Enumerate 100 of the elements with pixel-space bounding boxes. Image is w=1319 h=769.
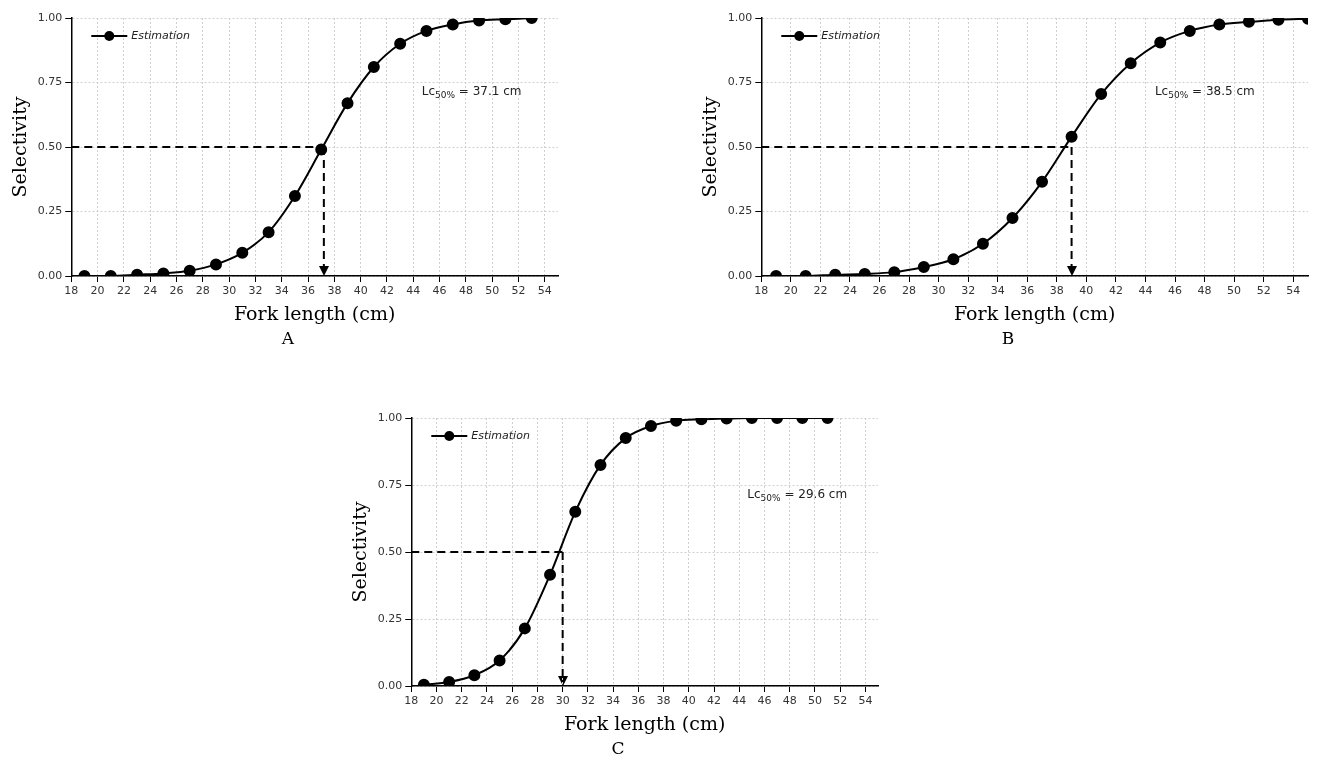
y-tick-label: 0.50 (37, 139, 63, 153)
x-tick-label: 28 (902, 284, 917, 298)
y-tick-label: 1.00 (37, 10, 63, 24)
point (644, 420, 657, 433)
point (446, 18, 459, 31)
point (518, 622, 531, 635)
point (420, 24, 433, 37)
point (443, 675, 456, 686)
x-tick-label: 50 (1227, 284, 1242, 298)
y-tick-label: 0.25 (377, 611, 403, 625)
x-tick-label: 32 (580, 694, 595, 708)
x-tick-label: 24 (842, 284, 857, 298)
point (1036, 175, 1049, 188)
x-tick-label: 46 (432, 284, 447, 298)
x-tick-label: 24 (143, 284, 158, 298)
legend-label: Estimation (131, 28, 190, 42)
y-tick-label: 0.75 (727, 75, 753, 89)
y-axis-title: Selectivity (348, 501, 371, 603)
point (367, 61, 380, 74)
point (569, 505, 582, 518)
x-tick-label: 34 (606, 694, 621, 708)
x-axis-title: Fork length (cm) (953, 301, 1116, 324)
x-tick-label: 30 (931, 284, 946, 298)
point (1213, 18, 1226, 31)
x-tick-label: 44 (1138, 284, 1153, 298)
point (209, 258, 222, 271)
x-tick-label: 42 (707, 694, 722, 708)
x-tick-label: 52 (1256, 284, 1271, 298)
x-axis-title: Fork length (cm) (233, 301, 396, 324)
point (262, 226, 275, 239)
x-tick-label: 38 (327, 284, 342, 298)
text: A (280, 328, 296, 348)
text: B (1000, 328, 1016, 348)
point (183, 264, 196, 276)
point (394, 37, 407, 50)
x-tick-label: 22 (813, 284, 828, 298)
point (1095, 88, 1108, 101)
x-axis-title: Fork length (cm) (563, 711, 726, 734)
x-tick-label: 24 (479, 694, 494, 708)
y-tick-label: 0.50 (727, 139, 753, 153)
x-tick-label: 36 (301, 284, 316, 298)
x-tick-label: 22 (116, 284, 131, 298)
x-tick-label: 50 (485, 284, 500, 298)
x-tick-label: 28 (530, 694, 545, 708)
point (1183, 24, 1196, 37)
y-tick-label: 0.25 (37, 204, 63, 218)
point (493, 654, 506, 667)
point (888, 266, 901, 276)
y-tick-label: 0.00 (37, 268, 63, 282)
x-tick-label: 26 (169, 284, 184, 298)
point (236, 246, 249, 259)
x-tick-label: 48 (458, 284, 473, 298)
x-tick-label: 32 (248, 284, 263, 298)
y-tick-label: 0.25 (727, 204, 753, 218)
x-tick-label: 52 (833, 694, 848, 708)
x-tick-label: 44 (732, 694, 747, 708)
x-tick-label: 50 (807, 694, 822, 708)
x-tick-label: 46 (757, 694, 772, 708)
x-tick-label: 20 (783, 284, 798, 298)
x-tick-label: 30 (222, 284, 237, 298)
x-tick-label: 20 (90, 284, 105, 298)
y-tick-label: 0.00 (727, 268, 753, 282)
point (1006, 211, 1019, 224)
x-tick-label: 40 (681, 694, 696, 708)
text: C (610, 738, 626, 758)
y-tick-label: 1.00 (727, 10, 753, 24)
y-tick-label: 1.00 (377, 410, 403, 424)
x-tick-label: 54 (858, 694, 873, 708)
x-tick-label: 30 (555, 694, 570, 708)
x-tick-label: 20 (429, 694, 444, 708)
y-tick-label: 0.00 (377, 678, 403, 692)
point (619, 432, 632, 445)
x-tick-label: 44 (406, 284, 421, 298)
x-tick-label: 42 (1108, 284, 1123, 298)
x-tick-label: 22 (454, 694, 469, 708)
x-tick-label: 46 (1168, 284, 1183, 298)
x-tick-label: 18 (754, 284, 769, 298)
x-tick-label: 18 (64, 284, 79, 298)
x-tick-label: 18 (404, 694, 419, 708)
point (917, 260, 930, 273)
y-tick-label: 0.50 (377, 544, 403, 558)
point (341, 97, 354, 110)
y-tick-label: 0.75 (377, 477, 403, 491)
x-tick-label: 28 (195, 284, 210, 298)
x-tick-label: 54 (1286, 284, 1301, 298)
x-tick-label: 26 (505, 694, 520, 708)
x-tick-label: 36 (631, 694, 646, 708)
x-tick-label: 26 (872, 284, 887, 298)
point (1242, 18, 1255, 28)
legend-label: Estimation (471, 428, 530, 442)
x-tick-label: 38 (1049, 284, 1064, 298)
x-tick-label: 36 (1020, 284, 1035, 298)
x-tick-label: 32 (961, 284, 976, 298)
point (976, 237, 989, 250)
x-tick-label: 38 (656, 694, 671, 708)
point (1065, 130, 1078, 143)
point (1154, 36, 1167, 49)
point (288, 190, 301, 203)
x-tick-label: 42 (379, 284, 394, 298)
x-tick-label: 48 (782, 694, 797, 708)
